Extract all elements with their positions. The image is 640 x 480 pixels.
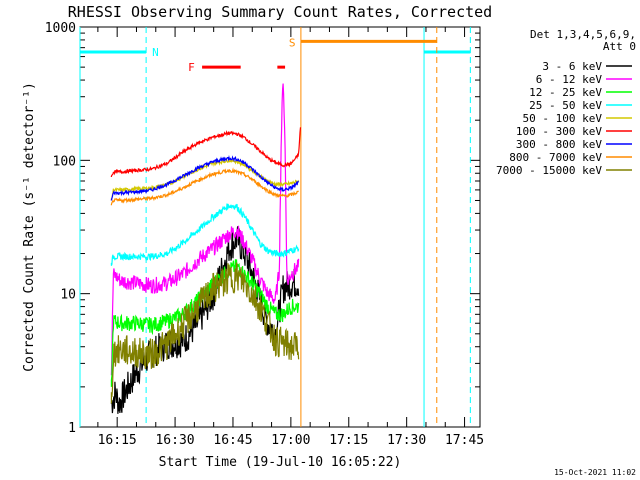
night-label: N	[152, 46, 159, 59]
y-tick-label: 100	[53, 154, 76, 169]
y-tick-label: 1000	[45, 21, 76, 36]
legend-entry-label: 12 - 25 keV	[529, 86, 602, 99]
x-tick-label: 17:15	[329, 433, 368, 448]
series-line-25-50keV	[110, 203, 300, 266]
x-tick-label: 17:45	[445, 433, 484, 448]
timestamp: 15-Oct-2021 11:02	[554, 468, 636, 477]
x-tick-label: 17:00	[271, 433, 310, 448]
legend-header: Att 0	[603, 40, 636, 53]
legend-entry-label: 7000 - 15000 keV	[496, 164, 602, 177]
series-line-100-300keV	[110, 127, 302, 177]
series-line-50-100keV	[110, 157, 300, 201]
legend-entry-label: 50 - 100 keV	[523, 112, 603, 125]
y-tick-label: 1	[68, 421, 76, 436]
series-line-800-7000keV	[110, 167, 299, 206]
legend-entry-label: 100 - 300 keV	[516, 125, 602, 138]
series-line-6-12keV	[110, 83, 300, 376]
flare-label: F	[188, 61, 195, 74]
series-line-7000-15000keV	[110, 262, 300, 404]
legend-entry-label: 300 - 800 keV	[516, 138, 602, 151]
x-tick-label: 17:30	[387, 433, 426, 448]
y-tick-label: 10	[60, 288, 76, 303]
x-tick-label: 16:45	[213, 433, 252, 448]
chart-title: RHESSI Observing Summary Count Rates, Co…	[68, 3, 492, 21]
y-axis-label: Corrected Count Rate (s⁻¹ detector⁻¹)	[22, 82, 37, 372]
legend-entry-label: 3 - 6 keV	[542, 60, 602, 73]
x-tick-label: 16:15	[98, 433, 137, 448]
legend-entry-label: 6 - 12 keV	[536, 73, 603, 86]
series-line-300-800keV	[110, 155, 300, 201]
x-axis-label: Start Time (19-Jul-10 16:05:22)	[159, 455, 402, 470]
legend-entry-label: 800 - 7000 keV	[509, 151, 602, 164]
legend-entry-label: 25 - 50 keV	[529, 99, 602, 112]
legend-header: Det 1,3,4,5,6,9,	[530, 28, 636, 41]
saa-label: S	[289, 36, 296, 49]
x-tick-label: 16:30	[155, 433, 194, 448]
